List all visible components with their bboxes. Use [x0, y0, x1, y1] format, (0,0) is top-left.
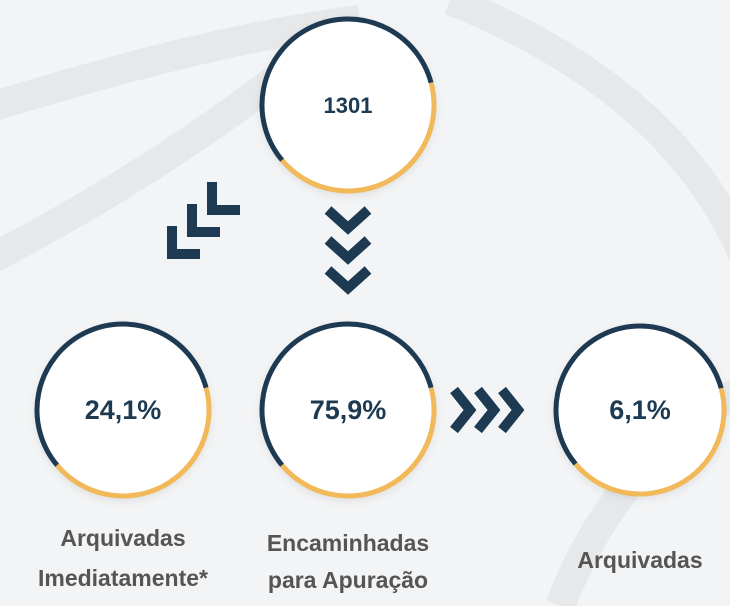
node-circle: [262, 324, 434, 496]
node-arc-dark: [259, 321, 434, 467]
node-caption: Encaminhadas: [267, 530, 429, 556]
arrows: [167, 182, 525, 434]
chevron-down: [324, 266, 372, 295]
node-label: 75,9%: [310, 395, 387, 425]
chevron-down-left: [167, 226, 200, 259]
chevron-right: [474, 386, 501, 434]
node-arc-accent: [280, 387, 437, 499]
node-arc-dark: [34, 321, 209, 467]
node-label: 24,1%: [85, 395, 162, 425]
node-arc-dark: [553, 323, 724, 466]
node-caption: para Apuração: [268, 567, 428, 593]
node-arc-dark: [259, 16, 434, 162]
node-caption: Arquivadas: [60, 525, 185, 551]
node-circle: [556, 326, 724, 494]
node-circle: [262, 19, 434, 191]
node-circle: [37, 324, 209, 496]
node: 75,9% Encaminhadas para Apuração: [259, 321, 437, 593]
node-arc-accent: [280, 82, 437, 194]
chevron-down: [324, 206, 372, 235]
node-caption: Imediatamente*: [38, 565, 208, 591]
node-label: 1301: [324, 93, 373, 118]
node-caption: Arquivadas: [577, 547, 702, 573]
node-label: 6,1%: [609, 395, 671, 425]
node-arc-accent: [55, 387, 212, 499]
chevron-down-left: [187, 204, 220, 237]
node: 1301: [259, 16, 437, 194]
chevron-down-left: [207, 182, 240, 215]
chevron-right: [450, 386, 477, 434]
chevron-right: [498, 386, 525, 434]
node: 6,1% Arquivadas: [553, 323, 727, 573]
node: 24,1% Arquivadas Imediatamente*: [34, 321, 212, 591]
chevron-down: [324, 236, 372, 265]
node-arc-accent: [573, 387, 727, 497]
